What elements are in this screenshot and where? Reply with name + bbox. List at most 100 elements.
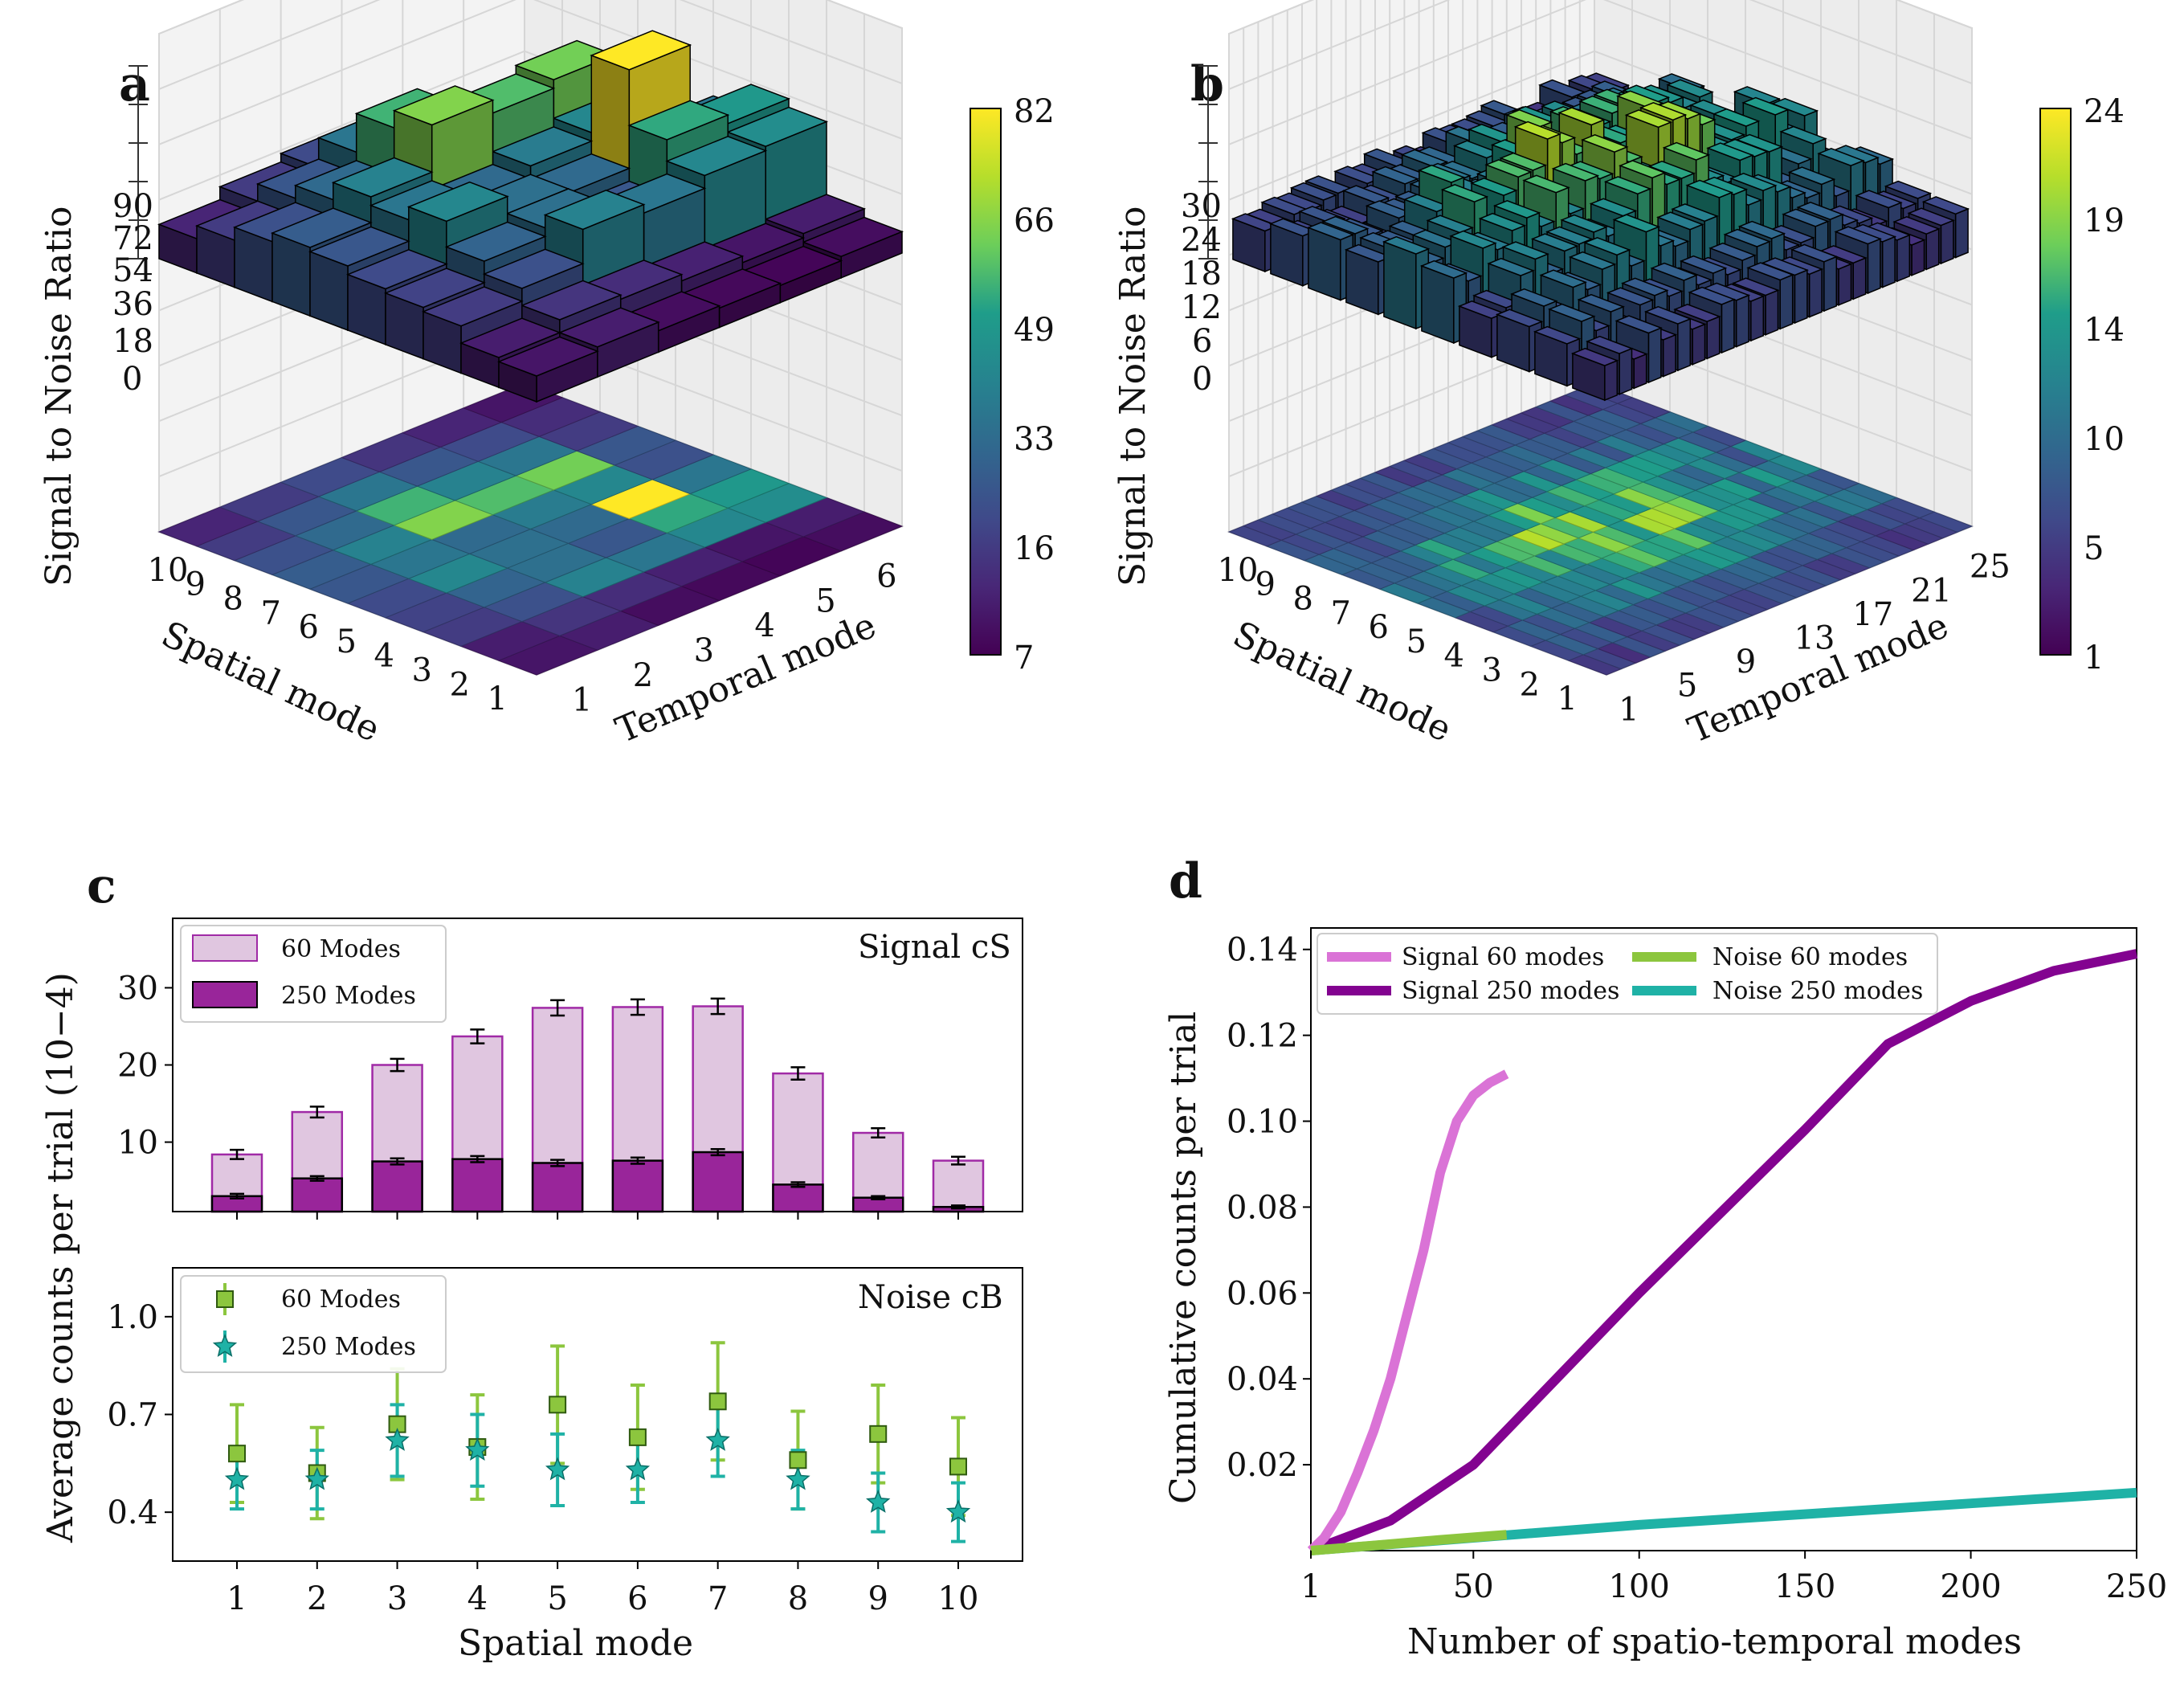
colorbar-tick: 10 [2084, 421, 2125, 458]
temporal-tick: 17 [1852, 596, 1893, 633]
bar-top [627, 100, 730, 141]
spatial-tick: 8 [1293, 581, 1313, 618]
spatial-tick: 7 [261, 595, 281, 632]
bar-top [1688, 286, 1736, 305]
bar-top [1723, 228, 1771, 247]
bar-top [421, 286, 524, 327]
bar-top [1606, 287, 1655, 306]
bar-top [1306, 222, 1355, 241]
signal-annotation: Signal cS [858, 929, 1011, 966]
colorbar-tick: 16 [1014, 530, 1055, 567]
bar-face [1721, 298, 1735, 354]
snr-bar [1419, 260, 1468, 345]
x-tick-label: 4 [467, 1580, 488, 1617]
y-tick-label: 1.0 [107, 1299, 158, 1336]
snr-bar [1570, 347, 1619, 402]
z-tick: 18 [1181, 255, 1222, 292]
bar-top [1612, 214, 1660, 233]
x-tick-label: 1 [227, 1580, 247, 1617]
y-tick-label: 0.02 [1227, 1447, 1298, 1484]
bar-top [1495, 309, 1544, 328]
bar-top [802, 216, 904, 258]
bar-top [1624, 109, 1673, 129]
bar-top [1662, 141, 1711, 161]
bar-top [1533, 325, 1582, 345]
bar-250-modes [611, 1159, 664, 1213]
spatial-tick: 7 [1331, 595, 1351, 632]
marker-60-modes [949, 1457, 967, 1476]
bar-top [1621, 277, 1669, 296]
bar-top [1426, 215, 1474, 234]
temporal-tick: 5 [1677, 668, 1697, 705]
bar-top [726, 106, 829, 148]
colorbar-tick: 66 [1014, 202, 1055, 239]
x-tick-label: 250 [2106, 1568, 2167, 1605]
bar-top [1513, 121, 1562, 140]
bar-face [1779, 273, 1794, 330]
panel-b-floor-heatmap [1227, 382, 1974, 676]
grid-line [158, 0, 903, 145]
legend-label: Signal 60 modes [1402, 943, 1604, 971]
z-tick: 72 [112, 220, 153, 257]
noise-markers [224, 1341, 971, 1543]
marker-60-modes [628, 1428, 647, 1446]
x-tick-label: 10 [938, 1580, 979, 1617]
temporal-tick: 1 [572, 682, 592, 719]
bar-250-modes [451, 1158, 504, 1213]
bar-top [1619, 160, 1667, 179]
panel-d-legend: Signal 60 modes Signal 250 modes Noise 6… [1317, 933, 1938, 1015]
panel-b: b 30 24 18 12 6 0 Signal to Noise Ratio … [1112, 0, 2125, 751]
panel-b-colorbar: 24 19 14 10 5 1 [2039, 93, 2125, 676]
snr-bar [496, 336, 599, 403]
bar-top [1817, 147, 1865, 167]
x-tick-label: 7 [708, 1580, 728, 1617]
marker-250-modes [212, 1334, 238, 1357]
bar-face [1604, 359, 1619, 402]
bar-top [1643, 305, 1692, 325]
bar-face [1852, 256, 1867, 300]
panel-b-z-ticks: 30 24 18 12 6 0 [1181, 188, 1222, 398]
legend-label: Noise 250 modes [1713, 977, 1923, 1005]
z-tick: 6 [1192, 323, 1212, 360]
colorbar-tick: 14 [2084, 312, 2125, 349]
bar-top [1685, 179, 1733, 198]
spatial-tick: 4 [374, 638, 394, 675]
temporal-tick: 6 [876, 558, 896, 595]
colorbar-tick: 5 [2084, 530, 2104, 567]
bar-face [1794, 269, 1808, 325]
colorbar-tick: 1 [2084, 640, 2104, 676]
marker-250-modes [945, 1499, 971, 1523]
temporal-tick: 1 [1619, 691, 1639, 728]
colorbar-tick: 49 [1014, 312, 1055, 349]
spatial-tick: 8 [223, 581, 243, 618]
y-tick-label: 0.12 [1227, 1018, 1298, 1055]
bar-top [308, 226, 410, 267]
bar-top [1499, 152, 1547, 171]
bar-top [1647, 160, 1696, 179]
bar-250-modes [291, 1177, 344, 1213]
panel-c: c Average counts per trial (10−4) 102030… [40, 858, 1023, 1664]
cumulative-lines [1307, 949, 2138, 1555]
bar-face [1911, 239, 1925, 276]
legend-label: 60 Modes [281, 1285, 401, 1314]
grid-line [1228, 0, 1973, 90]
bar-top [1615, 315, 1663, 334]
y-tick-label: 0.10 [1227, 1104, 1298, 1141]
panel-d-xlabel: Number of spatio-temporal modes [1407, 1621, 2022, 1662]
bar-250-modes [692, 1151, 744, 1213]
bar-top [520, 280, 623, 321]
bar-top [496, 336, 599, 377]
bar-top [1733, 86, 1782, 105]
bar-top [1577, 293, 1625, 313]
panel-b-temporal-ticks: 1 5 9 13 17 21 25 [1619, 549, 2011, 729]
bar-top [1729, 172, 1778, 192]
spatial-tick: 3 [412, 652, 432, 689]
x-tick-label: 150 [1774, 1568, 1835, 1605]
panel-a-zlabel: Signal to Noise Ratio [39, 206, 80, 587]
bar-top [459, 317, 561, 358]
bar-top [1892, 215, 1941, 235]
panel-a-floor-heatmap [157, 382, 904, 676]
y-tick-label: 0.06 [1227, 1275, 1298, 1312]
panel-a-colorbar: 82 66 49 33 16 7 [970, 93, 1055, 676]
